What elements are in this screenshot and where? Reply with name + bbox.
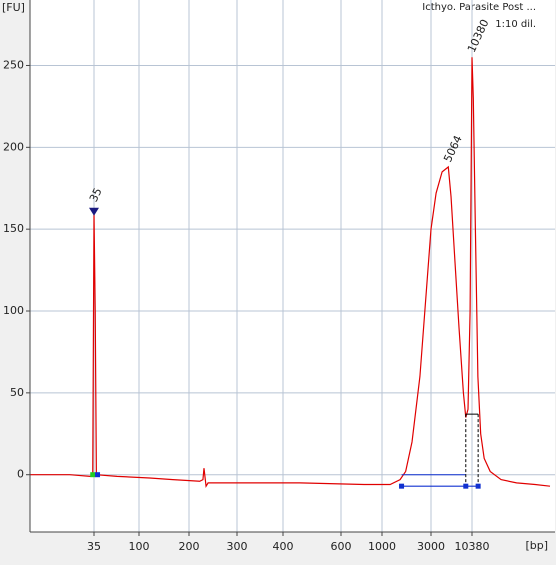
lower-marker (95, 472, 101, 478)
x-tick-label: 200 (179, 540, 200, 553)
x-tick-label: 600 (331, 540, 352, 553)
chart-title: Icthyo. Parasite Post ... (422, 2, 536, 13)
y-axis-label: [FU] (2, 1, 25, 14)
y-tick-label: 150 (3, 222, 24, 235)
y-tick-label: 200 (3, 140, 24, 153)
x-axis-label: [bp] (525, 539, 548, 552)
x-tick-label: 3000 (417, 540, 445, 553)
peak-label: 35 (87, 186, 105, 204)
region-marker (399, 483, 405, 489)
x-tick-label: 1000 (368, 540, 396, 553)
region-marker (475, 483, 481, 489)
x-tick-label: 400 (273, 540, 294, 553)
region-marker (463, 483, 469, 489)
trace-line (30, 57, 551, 488)
plot-area (30, 0, 555, 532)
x-tick-label: 10380 (455, 540, 490, 553)
chart-subtitle: 1:10 dil. (495, 19, 536, 30)
y-tick-label: 0 (17, 468, 24, 481)
x-tick-label: 300 (227, 540, 248, 553)
grid (26, 0, 555, 536)
y-tick-label: 100 (3, 304, 24, 317)
peak-marker (89, 207, 99, 216)
y-tick-label: 250 (3, 58, 24, 71)
y-tick-label: 50 (10, 386, 24, 399)
lower-marker (90, 472, 96, 478)
x-tick-label: 100 (129, 540, 150, 553)
x-tick-label: 35 (87, 540, 101, 553)
